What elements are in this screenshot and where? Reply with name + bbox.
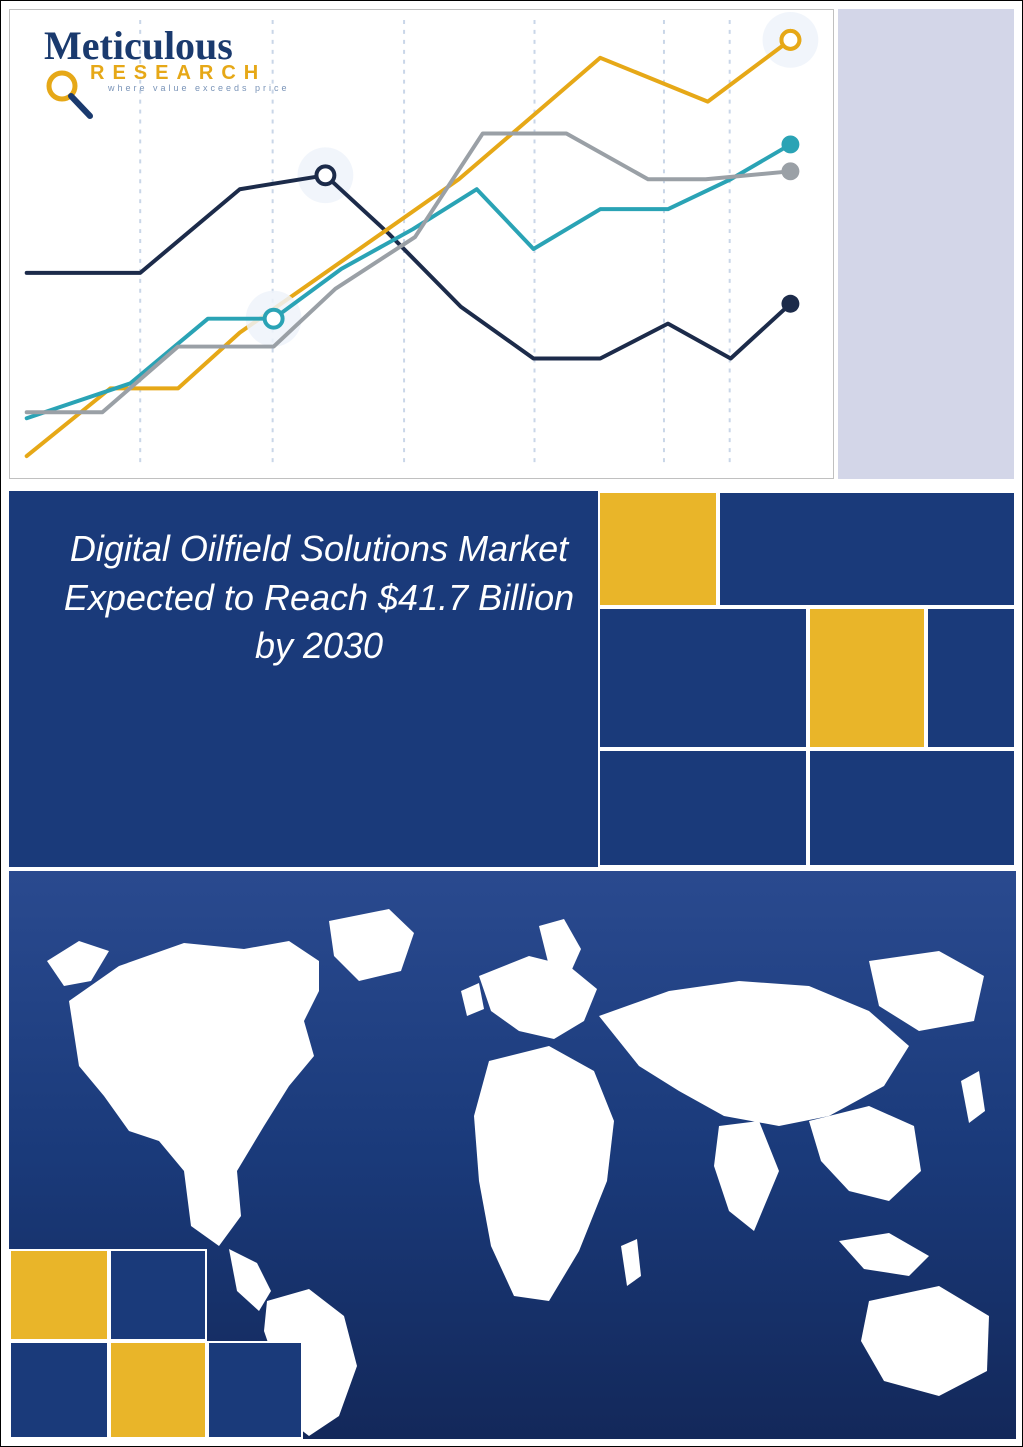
deco-cell [109,1341,207,1439]
deco-cell [808,749,1016,867]
deco-cell [9,1249,109,1341]
deco-cell [9,1341,109,1439]
deco-grid-bottom [9,1249,309,1439]
brand-logo: Meticulous RESEARCH where value exceeds … [44,28,290,93]
brand-subname: RESEARCH [90,62,290,85]
side-strip [838,9,1014,479]
magnifier-icon [42,68,94,120]
deco-cell [598,749,808,867]
deco-cell [808,607,926,749]
deco-cell [598,607,808,749]
chart-panel: Meticulous RESEARCH where value exceeds … [9,9,834,479]
report-cover: Meticulous RESEARCH where value exceeds … [0,0,1023,1447]
deco-cell [926,607,1016,749]
brand-name: Meticulous [44,28,290,64]
deco-cell [718,491,1016,607]
deco-grid-middle [598,491,1016,867]
deco-cell [207,1341,303,1439]
title-band: Digital Oilfield Solutions Market Expect… [9,491,1016,867]
brand-tagline: where value exceeds price [108,83,290,93]
deco-cell [598,491,718,607]
deco-cell [109,1249,207,1341]
headline: Digital Oilfield Solutions Market Expect… [49,525,589,671]
world-map-band [9,871,1016,1439]
